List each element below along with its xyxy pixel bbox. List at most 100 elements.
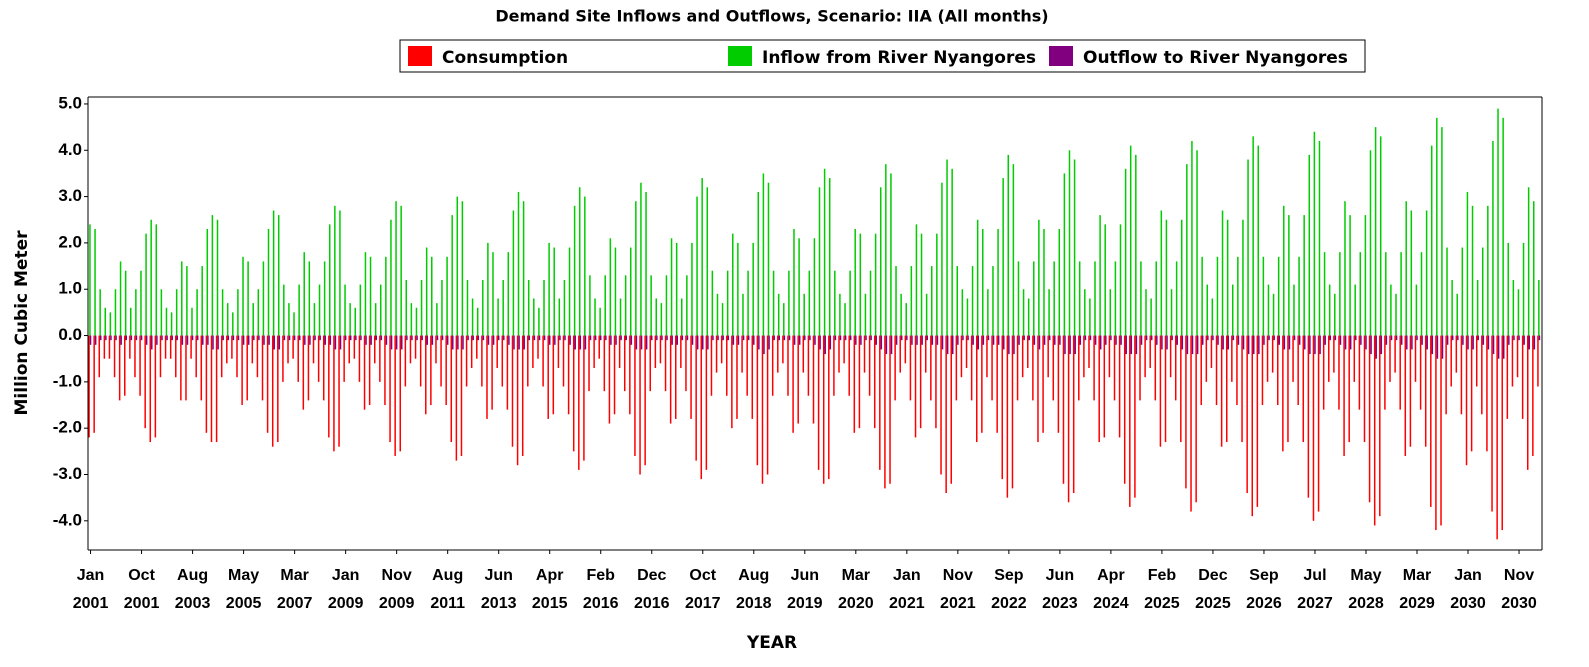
bar — [512, 210, 515, 336]
bar — [839, 335, 842, 341]
bar — [1522, 242, 1525, 336]
bar — [834, 335, 837, 341]
bar — [523, 335, 525, 350]
bar — [656, 335, 658, 341]
bar — [1140, 335, 1143, 345]
bar — [1379, 335, 1381, 517]
bar — [527, 335, 529, 387]
bar — [482, 279, 484, 336]
bar — [945, 335, 947, 494]
bar — [497, 298, 499, 336]
bar — [374, 303, 377, 336]
bar — [1217, 335, 1219, 345]
bar — [1008, 335, 1010, 355]
bar — [977, 335, 980, 350]
bar — [1115, 335, 1117, 345]
bar — [455, 335, 458, 461]
bar — [1465, 335, 1468, 466]
bar — [680, 335, 682, 368]
bar — [1113, 335, 1116, 401]
bar — [819, 335, 821, 350]
bar — [946, 159, 948, 336]
bar — [181, 335, 184, 345]
bar — [967, 335, 969, 341]
bar — [226, 303, 229, 336]
bar — [517, 191, 520, 336]
bar — [108, 335, 111, 359]
x-tick-label: Dec 2016 — [634, 567, 670, 612]
bar — [884, 335, 886, 489]
bar — [1303, 215, 1305, 336]
bar — [220, 335, 223, 378]
bar — [476, 335, 478, 359]
bar — [951, 168, 953, 336]
bar — [191, 307, 193, 336]
legend-swatch — [408, 46, 432, 66]
bar — [966, 298, 969, 336]
bar — [425, 247, 428, 336]
bar — [1038, 219, 1040, 336]
bar — [364, 252, 367, 336]
bar — [1288, 335, 1291, 350]
bar — [440, 335, 442, 387]
bar — [247, 335, 250, 345]
bar — [175, 335, 177, 378]
x-tick-label: Jun 2019 — [787, 567, 823, 612]
bar — [624, 275, 627, 336]
bar — [574, 335, 576, 350]
bar — [1277, 256, 1280, 336]
bar — [1466, 191, 1469, 336]
bar — [1322, 335, 1325, 410]
bar — [307, 335, 310, 401]
bar — [598, 335, 600, 359]
bar — [1078, 261, 1081, 336]
bar — [527, 279, 530, 336]
bar — [1180, 219, 1183, 336]
bar — [910, 266, 913, 336]
bar — [1211, 298, 1214, 336]
bar — [1099, 215, 1101, 336]
legend-label: Outflow to River Nyangores — [1083, 48, 1348, 68]
bar — [1416, 335, 1418, 341]
bar — [1053, 261, 1055, 336]
bar — [456, 196, 459, 336]
bar — [1099, 335, 1102, 350]
bar — [787, 335, 789, 396]
bar — [1385, 335, 1388, 345]
bar — [1462, 335, 1464, 345]
bar — [613, 335, 616, 415]
y-tick-label: 1.0 — [58, 279, 82, 298]
bar — [1262, 256, 1265, 336]
bar — [1349, 335, 1352, 350]
bar — [1333, 335, 1335, 373]
bar — [446, 335, 449, 345]
bar — [1166, 335, 1168, 350]
bar — [186, 266, 188, 336]
bar — [696, 196, 698, 336]
y-tick-label: 2.0 — [58, 232, 82, 251]
bar — [200, 335, 203, 401]
bar — [885, 335, 888, 355]
bar — [169, 335, 172, 359]
bar — [817, 335, 820, 470]
bar — [481, 335, 483, 387]
bar — [1348, 335, 1350, 443]
bar — [1103, 335, 1106, 438]
bar — [793, 229, 795, 336]
bar — [669, 335, 672, 424]
bar — [726, 270, 729, 336]
bar — [1068, 150, 1071, 336]
bar — [1517, 289, 1520, 336]
bar — [1318, 141, 1321, 336]
bar — [338, 335, 340, 447]
bar — [915, 224, 918, 336]
bar — [869, 270, 872, 336]
bar — [573, 205, 576, 336]
bar — [717, 335, 719, 341]
bar — [808, 270, 811, 336]
bar — [532, 335, 534, 368]
bar — [1150, 335, 1153, 341]
bar — [1283, 205, 1285, 336]
bar — [1002, 178, 1004, 336]
bar — [257, 289, 260, 336]
